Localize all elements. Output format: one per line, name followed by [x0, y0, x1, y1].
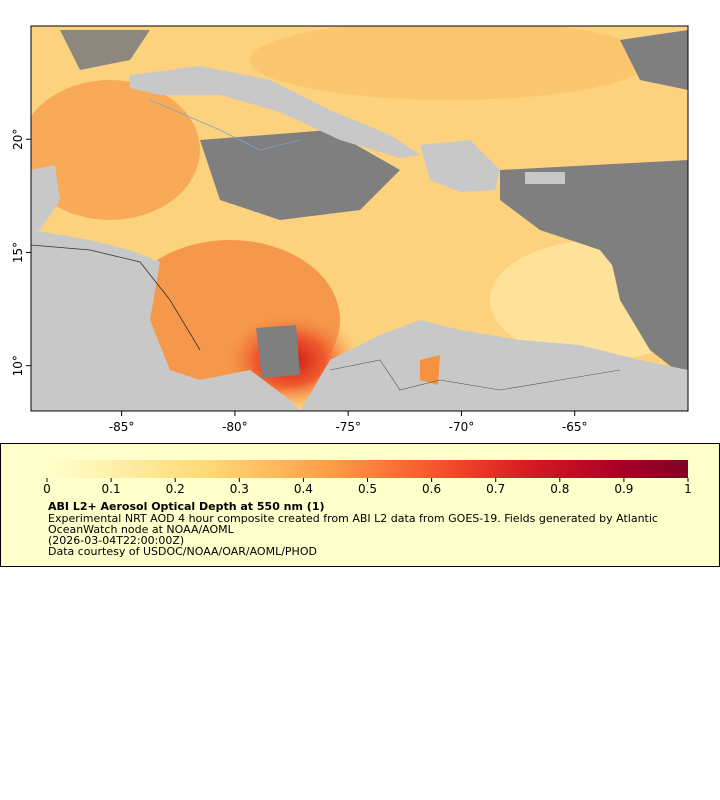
colorbar-tick-label: 0.9 [614, 482, 633, 496]
colorbar-tick-label: 0 [43, 482, 51, 496]
x-tick-label: -85° [109, 420, 135, 434]
x-tick-label: -65° [562, 420, 588, 434]
colorbar-tick-label: 0.1 [102, 482, 121, 496]
colorbar [47, 460, 688, 478]
colorbar-tick-label: 0.7 [486, 482, 505, 496]
legend-line: (2026-03-04T22:00:00Z) [48, 534, 184, 547]
colorbar-tick-label: 0.2 [166, 482, 185, 496]
x-tick-label: -80° [222, 420, 248, 434]
colorbar-tick-label: 0.6 [422, 482, 441, 496]
colorbar-tick-label: 0.3 [230, 482, 249, 496]
legend-line: Experimental NRT AOD 4 hour composite cr… [48, 512, 658, 525]
y-tick-label: 20° [11, 129, 25, 150]
x-tick-label: -70° [449, 420, 475, 434]
colorbar-tick-label: 0.4 [294, 482, 313, 496]
legend-line: OceanWatch node at NOAA/AOML [48, 523, 235, 536]
colorbar-tick-label: 0.5 [358, 482, 377, 496]
y-tick-label: 10° [11, 355, 25, 376]
map-frame [30, 25, 689, 412]
y-tick-label: 15° [11, 242, 25, 263]
colorbar-tick-label: 1 [684, 482, 692, 496]
colorbar-ticks: 0 0.1 0.2 0.3 0.4 0.5 0.6 0.7 0.8 0.9 1 [43, 478, 692, 496]
map-image [31, 26, 688, 411]
legend-title: ABI L2+ Aerosol Optical Depth at 550 nm … [48, 500, 325, 513]
colorbar-tick-label: 0.8 [550, 482, 569, 496]
axes: -85° -80° -75° -70° -65° 10° 15° 20° [11, 129, 588, 434]
x-tick-label: -75° [335, 420, 361, 434]
legend-line: Data courtesy of USDOC/NOAA/OAR/AOML/PHO… [48, 545, 317, 558]
